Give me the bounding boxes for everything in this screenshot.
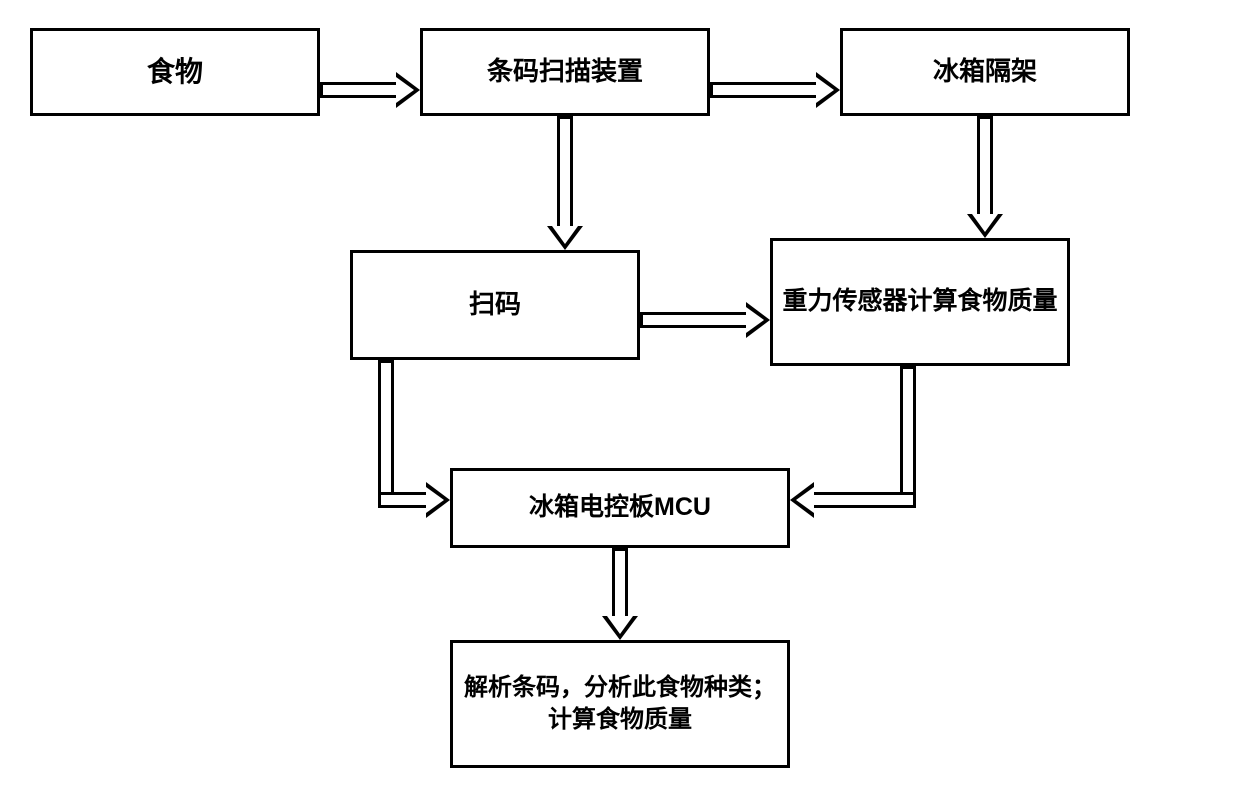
- arrow-shelf-gravity: [967, 116, 1003, 238]
- arrow-scanner-shelf: [710, 72, 840, 108]
- node-mcu: 冰箱电控板MCU: [450, 468, 790, 548]
- node-label: 扫码: [469, 287, 521, 322]
- node-label: 食物: [147, 53, 203, 91]
- node-food: 食物: [30, 28, 320, 116]
- arrow-scanner-scan: [547, 116, 583, 250]
- node-scan: 扫码: [350, 250, 640, 360]
- node-result: 解析条码，分析此食物种类；计算食物质量: [450, 640, 790, 768]
- node-gravity: 重力传感器计算食物质量: [770, 238, 1070, 366]
- node-label: 解析条码，分析此食物种类；计算食物质量: [461, 672, 779, 737]
- node-label: 冰箱隔架: [933, 54, 1037, 89]
- node-scanner: 条码扫描装置: [420, 28, 710, 116]
- node-label: 重力传感器计算食物质量: [782, 285, 1057, 319]
- node-label: 条码扫描装置: [487, 54, 643, 89]
- arrow-scan-gravity: [640, 302, 770, 338]
- node-label: 冰箱电控板MCU: [529, 491, 711, 525]
- arrow-mcu-result: [602, 548, 638, 640]
- arrow-food-scanner: [320, 72, 420, 108]
- flowchart-canvas: 食物 条码扫描装置 冰箱隔架 扫码 重力传感器计算食物质量 冰箱电控板MCU 解…: [0, 0, 1240, 793]
- node-shelf: 冰箱隔架: [840, 28, 1130, 116]
